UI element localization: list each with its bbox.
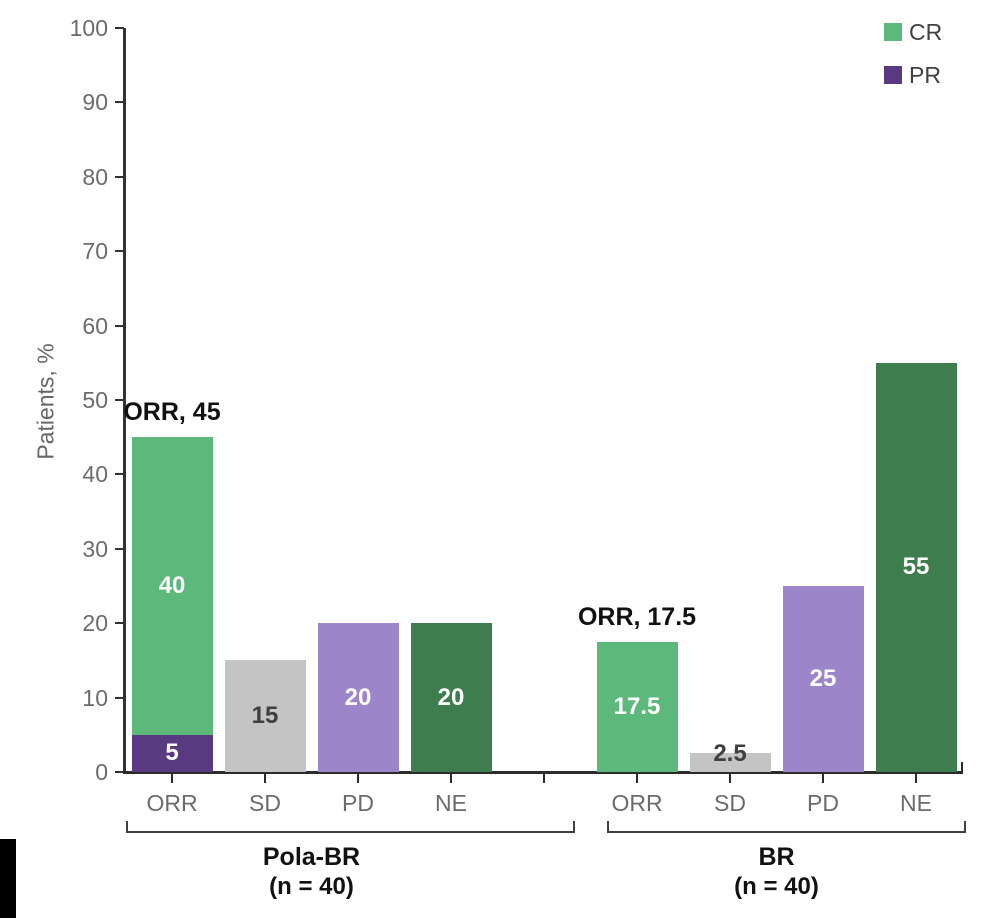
y-tick — [115, 176, 124, 178]
bar-segment-br-sd-sd — [689, 753, 771, 772]
bar-value-label: 55 — [902, 553, 930, 580]
x-tick — [915, 774, 917, 783]
corner-block — [0, 839, 16, 918]
bar-value-label: 17.5 — [613, 693, 661, 720]
group-bracket — [607, 821, 966, 833]
x-tick — [450, 774, 452, 783]
y-tick-label: 20 — [82, 610, 108, 636]
bar-segment-br-pd-pd — [782, 586, 864, 772]
y-tick-label: 0 — [95, 759, 108, 785]
bar-value-label: 15 — [251, 702, 279, 729]
legend-swatch-pr — [884, 66, 902, 84]
y-tick-label: 30 — [82, 536, 108, 562]
bar-segment-pola-br-sd-sd — [224, 660, 306, 772]
x-axis-category-label: SD — [249, 790, 281, 816]
bar-segment-pola-br-ne-ne — [410, 623, 492, 772]
group-bracket — [126, 821, 575, 833]
y-tick-label: 10 — [82, 685, 108, 711]
x-tick — [543, 774, 545, 783]
legend-swatch-cr — [884, 23, 902, 41]
bar-value-label: 2.5 — [713, 740, 747, 767]
bar-segment-pola-br-orr-pr — [131, 735, 213, 772]
y-tick — [115, 697, 124, 699]
x-axis-line — [123, 771, 963, 774]
group-name-label: BR — [758, 843, 795, 871]
y-tick — [115, 622, 124, 624]
y-tick — [115, 399, 124, 401]
bar-segment-br-ne-ne — [875, 363, 957, 772]
x-tick — [636, 774, 638, 783]
group-n-label: (n = 40) — [269, 873, 354, 900]
y-tick-label: 70 — [82, 238, 108, 264]
bar-segment-pola-br-pd-pd — [317, 623, 399, 772]
bar-segment-pola-br-orr-cr — [131, 437, 213, 735]
y-tick — [115, 325, 124, 327]
x-tick — [729, 774, 731, 783]
legend-item-pr: PR — [884, 63, 941, 87]
legend-item-cr: CR — [884, 20, 942, 44]
x-axis-category-label: ORR — [146, 790, 198, 816]
x-tick — [357, 774, 359, 783]
bar-value-label: 25 — [809, 665, 837, 692]
y-tick — [115, 101, 124, 103]
y-tick-label: 50 — [82, 387, 108, 413]
y-tick-label: 60 — [82, 313, 108, 339]
y-tick — [115, 771, 124, 773]
bar-value-label: 5 — [165, 739, 179, 766]
y-tick-label: 80 — [82, 164, 108, 190]
x-axis-category-label: PD — [342, 790, 374, 816]
y-tick — [115, 548, 124, 550]
y-axis-line — [123, 28, 126, 774]
y-tick — [115, 250, 124, 252]
bar-value-label: 40 — [158, 572, 186, 599]
bar-value-label: 20 — [437, 684, 465, 711]
group-n-label: (n = 40) — [734, 873, 819, 900]
x-axis-category-label: PD — [807, 790, 839, 816]
x-axis-category-label: SD — [714, 790, 746, 816]
y-tick-label: 40 — [82, 461, 108, 487]
y-tick-label: 90 — [82, 89, 108, 115]
orr-annotation: ORR, 17.5 — [577, 603, 697, 631]
x-axis-category-label: NE — [900, 790, 932, 816]
x-axis-category-label: NE — [435, 790, 467, 816]
x-axis-category-label: ORR — [611, 790, 663, 816]
y-tick-label: 100 — [69, 15, 108, 41]
x-tick — [171, 774, 173, 783]
x-tick — [264, 774, 266, 783]
bar-segment-br-orr-cr — [596, 642, 678, 772]
orr-annotation: ORR, 45 — [123, 398, 221, 426]
group-name-label: Pola-BR — [262, 843, 361, 871]
legend-label-pr: PR — [909, 62, 941, 88]
y-tick — [115, 473, 124, 475]
legend-label-cr: CR — [909, 19, 943, 45]
x-tick — [822, 774, 824, 783]
bar-value-label: 20 — [344, 684, 372, 711]
x-axis-end-tick — [961, 762, 963, 773]
y-tick — [115, 27, 124, 29]
